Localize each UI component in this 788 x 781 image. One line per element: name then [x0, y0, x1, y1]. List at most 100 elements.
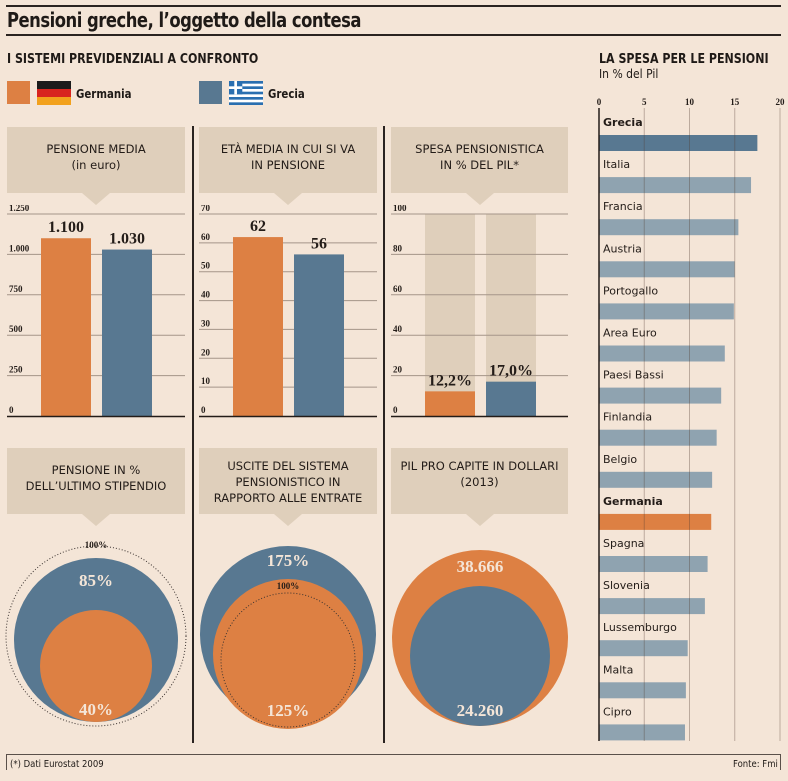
panel-subtitle: IN PENSIONE	[250, 158, 326, 172]
panel-header-pil-pro-capite: PIL PRO CAPITE IN DOLLARI (2013)	[391, 448, 568, 526]
panel-header-uscite-entrate: USCITE DEL SISTEMA PENSIONISTICO IN RAPPOR…	[199, 448, 377, 526]
circle-germania	[213, 579, 363, 729]
right-chart-title: LA SPESA PER LE PENSIONI	[599, 52, 769, 67]
page-title: Pensioni greche, l’oggetto della contesa	[7, 8, 361, 32]
panel-title: ETÀ MEDIA IN CUI SI VA	[220, 142, 356, 156]
bar-lussemburgo	[599, 640, 688, 657]
bar-grecia	[294, 254, 344, 416]
bar-germania	[233, 237, 283, 416]
panel-title-line: RAPPORTO ALLE ENTRATE	[213, 491, 363, 505]
panel-subtitle: (2013)	[460, 475, 499, 489]
bar-belgio	[599, 471, 713, 488]
chart-uscite-entrate: 175% 100% 125%	[200, 546, 376, 729]
x-tick-label: 0	[597, 97, 602, 107]
panel-title: PENSIONE MEDIA	[46, 142, 146, 156]
circle-germania	[40, 610, 152, 722]
bar-grecia	[486, 381, 536, 416]
panel-title-line: PENSIONISTICO IN	[235, 475, 341, 489]
bar-germania	[425, 391, 475, 416]
category-label: Germania	[603, 495, 663, 508]
bar-finlandia	[599, 429, 717, 446]
category-label: Paesi Bassi	[603, 369, 664, 382]
right-chart-subtitle: In % del Pil	[599, 67, 659, 81]
x-tick-label: 15	[730, 97, 740, 107]
chart-pensione-stipendio: 100% 85% 40%	[5, 540, 187, 727]
category-label: Italia	[603, 158, 630, 171]
panel-header-eta-media: ETÀ MEDIA IN CUI SI VA IN PENSIONE	[199, 127, 377, 205]
germany-flag-icon	[37, 81, 71, 105]
y-tick-label: 30	[201, 318, 211, 328]
category-label: Area Euro	[603, 327, 657, 340]
panel-subtitle: (in euro)	[71, 158, 121, 172]
value-label-grecia: 17,0%	[489, 363, 533, 380]
legend-swatch-germany	[7, 81, 30, 104]
y-tick-label: 10	[201, 376, 211, 386]
value-label-grecia: 56	[311, 235, 327, 252]
panel-header-pensione-media: PENSIONE MEDIA (in euro)	[7, 127, 185, 205]
footer-left-tick	[6, 754, 7, 770]
chart-spesa-pensioni-paesi: Grecia Italia Francia Austria Portogallo Area…	[597, 97, 785, 741]
category-label: Finlandia	[603, 411, 652, 424]
bar-portogallo	[599, 303, 734, 320]
bar-paesi-bassi	[599, 387, 722, 404]
bar-grecia	[102, 249, 152, 416]
category-label: Grecia	[603, 116, 643, 129]
bar-slovenia	[599, 598, 705, 615]
y-tick-label: 20	[393, 365, 403, 375]
bar-area-euro	[599, 345, 725, 362]
y-tick-label: 1.250	[9, 205, 30, 213]
category-label: Cipro	[603, 705, 632, 718]
legend-swatch-greece	[199, 81, 222, 104]
bar-italia	[599, 177, 752, 194]
bar-malta	[599, 682, 686, 699]
panel-title: PIL PRO CAPITE IN DOLLARI	[400, 459, 559, 473]
bar-germania	[599, 513, 712, 530]
panel-title: PENSIONE IN %	[51, 463, 141, 477]
column-divider-2	[383, 126, 385, 743]
y-tick-label: 60	[201, 232, 211, 242]
bar-cipro	[599, 724, 685, 741]
value-label-germania: 38.666	[457, 557, 504, 576]
y-tick-label: 40	[393, 324, 403, 334]
reference-label: 100%	[85, 540, 108, 550]
category-label: Lussemburgo	[603, 621, 677, 634]
value-label-germania: 62	[250, 218, 266, 235]
value-label-germania: 40%	[79, 700, 113, 719]
y-tick-label: 60	[393, 284, 403, 294]
footer-rule	[6, 754, 781, 755]
column-divider-1	[192, 126, 194, 743]
chart-pensione-media: 0 250 500 750 1.000 1.250 1.100 1.030	[7, 205, 185, 418]
category-label: Spagna	[603, 537, 644, 550]
y-tick-label: 20	[201, 347, 211, 357]
y-tick-label: 80	[393, 243, 403, 253]
panel-title: SPESA PENSIONISTICA	[415, 142, 544, 156]
value-label-grecia: 85%	[79, 571, 113, 590]
y-tick-label: 70	[201, 205, 211, 213]
footer-right-tick	[780, 754, 781, 770]
footnote: (*) Dati Eurostat 2009	[10, 759, 104, 770]
circle-grecia	[410, 586, 550, 726]
category-label: Malta	[603, 663, 633, 676]
panel-subtitle: DELL’ULTIMO STIPENDIO	[25, 479, 167, 493]
bar-grecia	[599, 135, 758, 151]
panel-header-spesa-pensionistica: SPESA PENSIONISTICA IN % DEL PIL*	[391, 127, 568, 205]
greece-flag-icon	[229, 81, 263, 105]
bar-germania	[41, 238, 91, 416]
chart-spesa-pil: 0 20 40 60 80 100 12,2% 17,0%	[391, 205, 568, 418]
legend-label-greece: Grecia	[268, 87, 305, 101]
bar-austria	[599, 261, 735, 278]
value-label-grecia: 24.260	[457, 701, 504, 720]
category-label: Francia	[603, 200, 643, 213]
y-tick-label: 100	[393, 205, 407, 213]
panel-header-pensione-stipendio: PENSIONE IN % DELL’ULTIMO STIPENDIO	[7, 448, 185, 526]
chart-eta-media: 0 10 20 30 40 50 60 70 62 56	[199, 205, 377, 418]
panel-title-line: USCITE DEL SISTEMA	[227, 459, 349, 473]
y-tick-label: 50	[201, 261, 211, 271]
y-tick-label: 0	[9, 405, 14, 415]
y-tick-label: 0	[201, 405, 206, 415]
category-label: Austria	[603, 242, 642, 255]
section-title: I SISTEMI PREVIDENZIALI A CONFRONTO	[7, 52, 259, 67]
chart-pil-pro-capite: 38.666 24.260	[392, 550, 568, 726]
y-tick-label: 40	[201, 290, 211, 300]
category-label: Portogallo	[603, 284, 658, 297]
